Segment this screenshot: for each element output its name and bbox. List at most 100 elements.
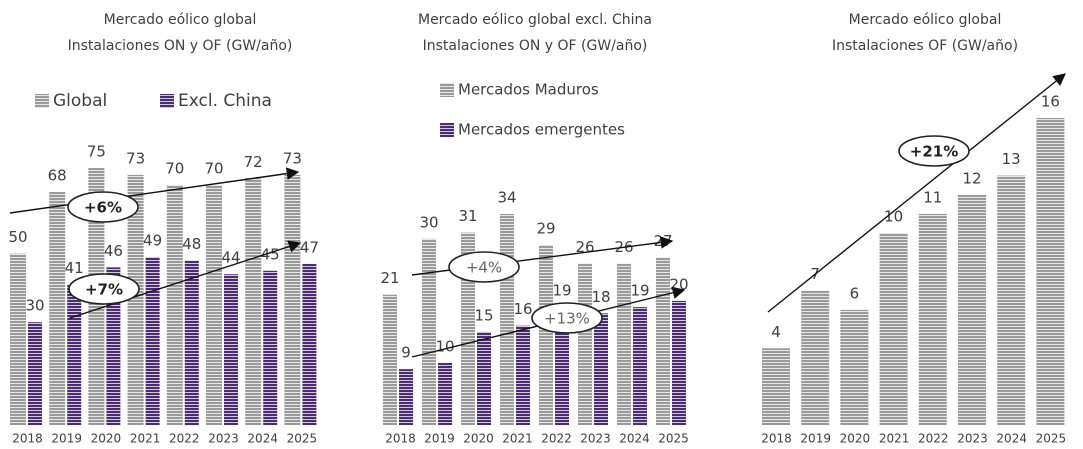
data-label: 16 [513,300,532,318]
legend-swatch [35,94,49,108]
data-label: 30 [25,297,44,315]
legend-label: Excl. China [178,91,272,111]
chart-title: Mercado eólico global excl. China [418,12,652,28]
data-label: 4 [771,323,781,341]
bar [578,263,592,425]
bar [539,245,553,425]
data-label: 16 [1041,93,1060,111]
bar [672,300,686,425]
annotation-ellipse [448,251,520,283]
x-tick-label: 2021 [502,432,533,446]
x-tick-label: 2021 [879,432,910,446]
bar [555,307,569,425]
bar [840,309,869,425]
x-tick-label: 2022 [169,432,200,446]
annotation: +4% [466,259,502,277]
bar [801,290,830,425]
chart-subtitle: Instalaciones OF (GW/año) [832,38,1018,54]
bar [383,294,397,425]
x-tick-label: 2025 [1036,432,1067,446]
x-tick-label: 2025 [658,432,689,446]
data-label: 70 [165,160,184,178]
x-tick-label: 2024 [996,432,1027,446]
bar [422,238,436,425]
data-label: 46 [104,242,123,260]
x-tick-label: 2022 [918,432,949,446]
data-label: 9 [401,344,411,362]
x-tick-label: 2018 [385,432,416,446]
bar [67,284,82,425]
bar [10,253,26,425]
annotation-ellipse [67,191,139,223]
data-label: 45 [261,245,280,263]
bar [302,263,317,425]
data-label: 48 [182,235,201,253]
bar [263,270,278,425]
bar [49,191,66,425]
legend-swatch [160,94,174,108]
bar [184,260,199,425]
data-label: 34 [497,189,516,207]
x-tick-label: 2020 [463,432,494,446]
data-label: 44 [221,249,240,267]
bar [879,233,908,425]
legend-label: Mercados Maduros [458,81,599,99]
bar [145,257,160,425]
data-label: 75 [87,143,106,161]
data-label: 30 [419,213,438,231]
data-label: 41 [65,259,84,277]
data-label: 31 [458,207,477,225]
data-label: 29 [536,220,555,238]
chart-subtitle: Instalaciones ON y OF (GW/año) [423,38,648,54]
bar [762,348,790,425]
x-tick-label: 2019 [51,432,82,446]
legend-swatch [440,83,454,97]
bar [399,369,413,425]
bar [617,263,631,425]
bar [28,322,42,425]
bar [224,274,238,425]
bar [206,185,222,425]
data-label: 50 [8,228,27,246]
x-tick-label: 2024 [619,432,650,446]
x-tick-label: 2023 [580,432,611,446]
data-label: 12 [962,169,981,187]
trend-arrow [9,167,300,214]
annotation-ellipse [531,302,603,334]
legend-label: Global [53,91,107,111]
data-label: 19 [630,282,649,300]
bar [516,325,530,425]
annotation: +6% [84,199,122,217]
x-tick-label: 2021 [130,432,161,446]
data-label: 10 [884,208,903,226]
x-tick-label: 2019 [800,432,831,446]
bar [106,267,121,425]
x-tick-label: 2019 [424,432,455,446]
x-tick-label: 2025 [287,432,318,446]
bar [127,174,144,425]
annotation: +7% [85,281,123,299]
data-label: 11 [923,188,942,206]
data-label: 68 [48,166,67,184]
annotation-ellipse [68,273,140,305]
data-label: 13 [1002,150,1021,168]
legend-swatch [440,123,454,137]
bar [477,331,491,425]
x-tick-label: 2024 [247,432,278,446]
chart-subtitle: Instalaciones ON y OF (GW/año) [68,38,293,54]
bar [245,178,262,425]
annotation: +13% [544,310,590,328]
bar [656,257,670,425]
data-label: 10 [435,337,454,355]
bar [958,194,986,425]
bar [918,213,947,425]
bar [500,214,514,425]
bar [594,313,608,425]
x-tick-label: 2022 [541,432,572,446]
x-tick-label: 2023 [208,432,239,446]
legend-label: Mercados emergentes [458,121,625,139]
data-label: 18 [591,288,610,306]
x-tick-label: 2023 [957,432,988,446]
trend-arrow [767,73,1066,313]
